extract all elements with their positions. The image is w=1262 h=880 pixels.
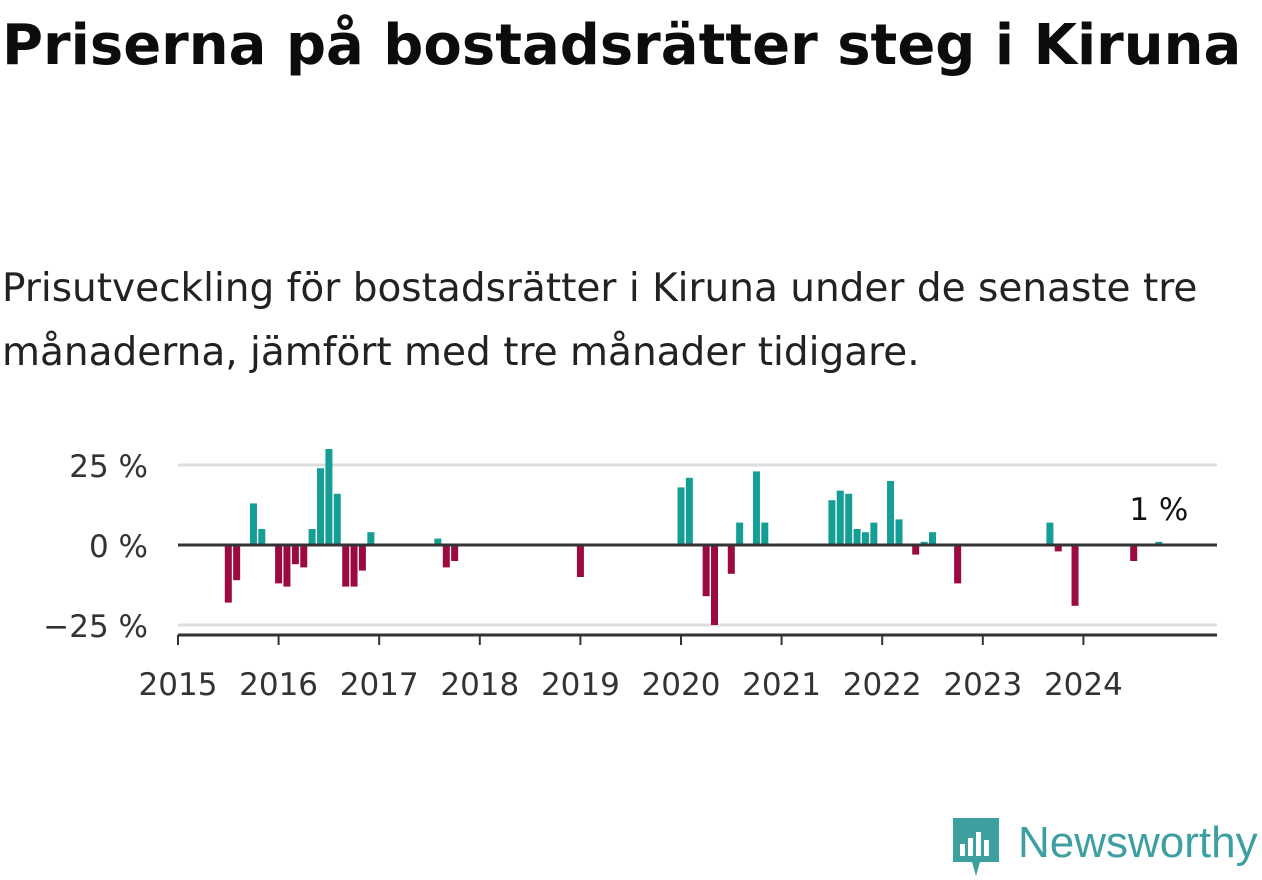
bar — [576, 545, 584, 577]
x-tick-label: 2022 — [843, 667, 922, 703]
y-tick-label: 0 % — [89, 529, 148, 565]
bar — [685, 477, 693, 545]
brand-name: Newsworthy — [1018, 818, 1258, 867]
bar — [283, 545, 291, 587]
bar — [224, 545, 232, 603]
x-tick-label: 2020 — [642, 667, 721, 703]
bar — [677, 487, 685, 545]
bar — [275, 545, 283, 584]
x-tick-label: 2018 — [440, 667, 519, 703]
x-tick-label: 2017 — [340, 667, 419, 703]
bar — [702, 545, 710, 597]
bar — [434, 538, 442, 545]
bar — [451, 545, 459, 561]
bar — [1054, 545, 1062, 552]
bar — [954, 545, 962, 584]
last-value-annotation: 1 % — [1129, 492, 1188, 528]
bar — [752, 471, 760, 545]
x-tick-label: 2021 — [742, 667, 821, 703]
bar — [308, 529, 316, 545]
x-tick-label: 2016 — [239, 667, 318, 703]
bar — [828, 500, 836, 545]
bar — [1155, 541, 1163, 545]
bar — [861, 532, 869, 545]
bar — [912, 545, 920, 555]
bar — [920, 541, 928, 545]
bar — [710, 545, 718, 625]
x-tick-label: 2023 — [943, 667, 1022, 703]
bar — [845, 493, 853, 545]
x-tick-label: 2024 — [1044, 667, 1123, 703]
bar — [727, 545, 735, 574]
bar — [736, 522, 744, 545]
bar — [350, 545, 358, 587]
x-tick-label: 2019 — [541, 667, 620, 703]
bar — [895, 519, 903, 545]
bar — [887, 481, 895, 545]
bar — [333, 493, 341, 545]
bar — [233, 545, 241, 581]
y-tick-label: 25 % — [69, 449, 148, 485]
bar — [836, 490, 844, 545]
bar — [325, 449, 333, 545]
bar — [358, 545, 366, 571]
x-tick-label: 2015 — [139, 667, 218, 703]
bar — [1046, 522, 1054, 545]
bar — [442, 545, 450, 568]
bar — [367, 532, 375, 545]
chart-title: Priserna på bostadsrätter steg i Kiruna — [2, 13, 1242, 78]
bar — [1130, 545, 1138, 561]
bar — [249, 503, 257, 545]
newsworthy-logo-icon — [953, 818, 999, 876]
bar — [870, 522, 878, 545]
chart-subtitle: Prisutveckling för bostadsrätter i Kirun… — [2, 266, 1198, 375]
y-tick-label: −25 % — [43, 609, 148, 645]
bar — [342, 545, 350, 587]
bar — [291, 545, 299, 565]
bar — [317, 468, 325, 545]
bar — [929, 532, 936, 545]
bar — [300, 545, 308, 568]
bar — [1071, 545, 1079, 606]
bar — [258, 529, 266, 545]
bar — [853, 529, 861, 545]
bar — [761, 522, 769, 545]
